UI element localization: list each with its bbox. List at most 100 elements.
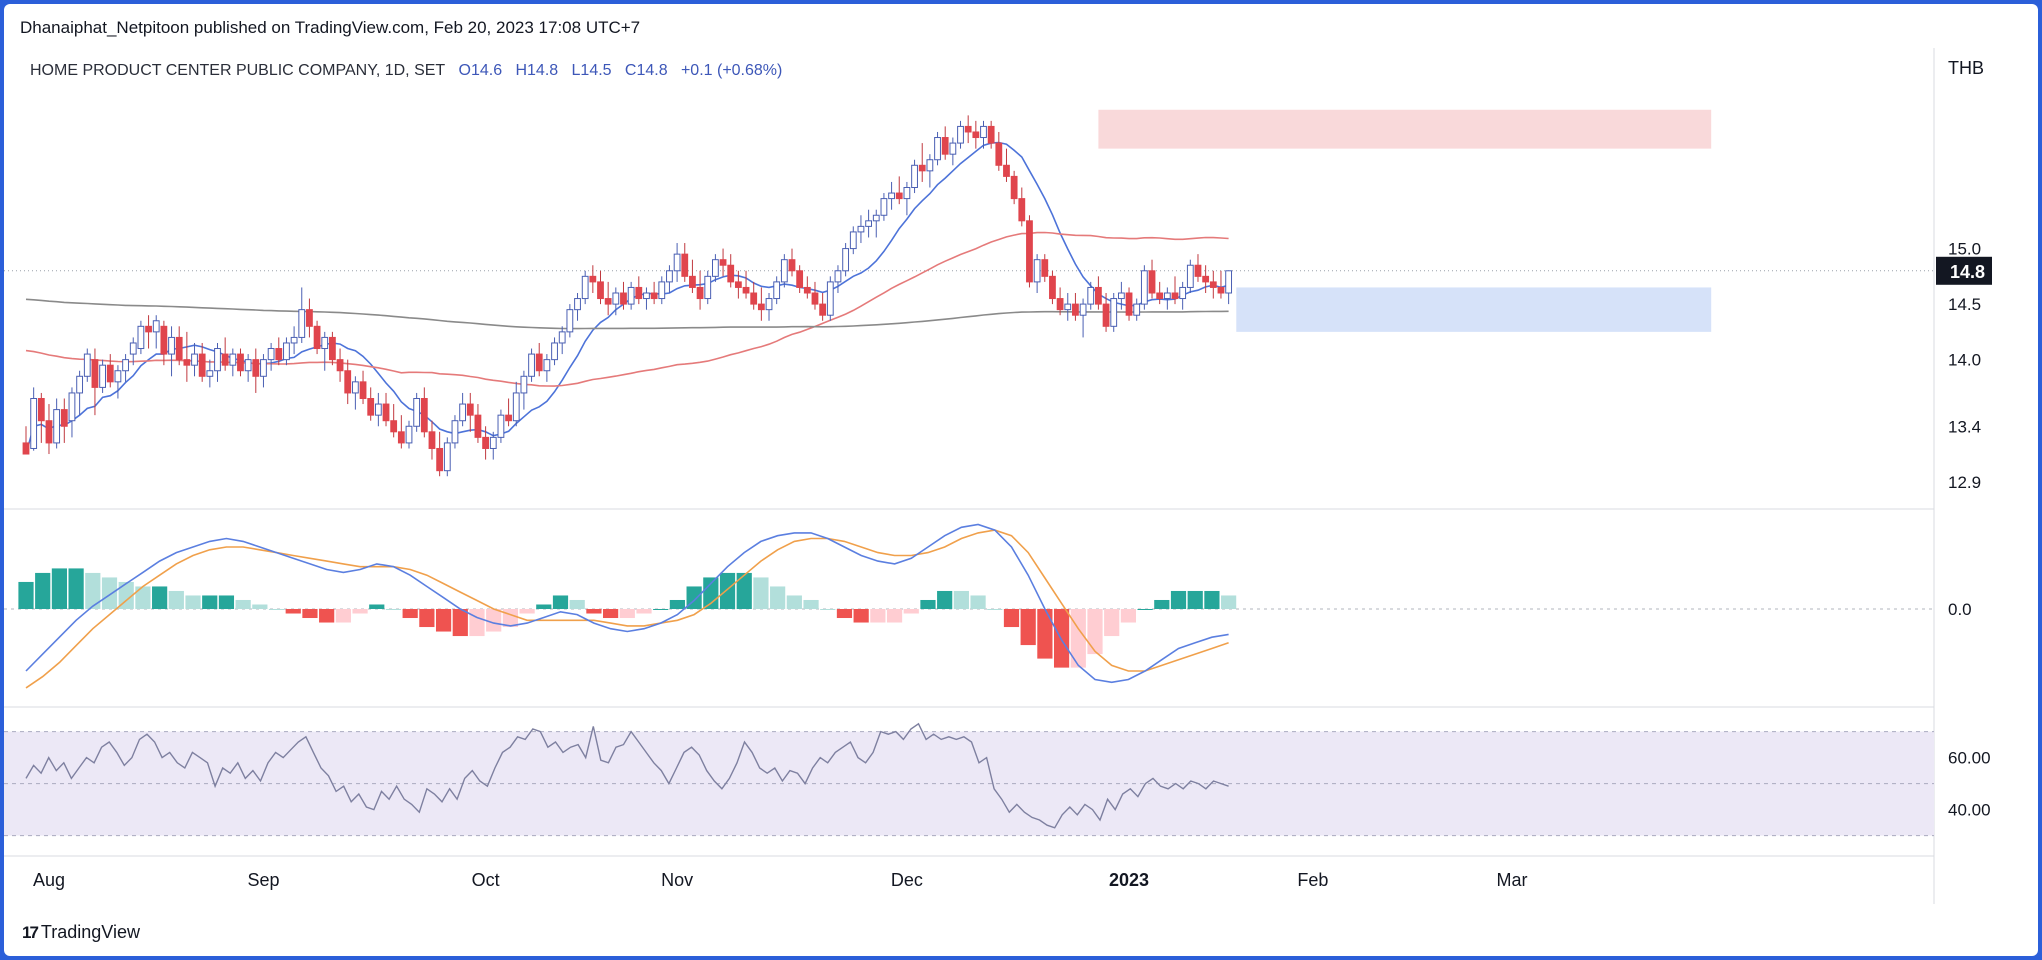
candle-body — [489, 436, 497, 449]
candle-body — [497, 414, 505, 438]
candle — [91, 348, 99, 416]
candle — [811, 281, 819, 310]
candle — [298, 287, 306, 343]
candle-body — [152, 320, 160, 333]
candle-body — [114, 370, 122, 383]
ma_slow-line — [25, 298, 1229, 330]
candle-body — [390, 420, 398, 433]
candle-body — [1110, 298, 1118, 327]
candle-body — [589, 275, 597, 283]
candle — [390, 404, 398, 438]
candle-body — [1117, 292, 1125, 300]
candle — [597, 270, 604, 305]
candle-body — [612, 292, 620, 305]
macd-histogram-bar — [1003, 609, 1020, 628]
candle — [727, 254, 735, 288]
macd-histogram-bar — [937, 590, 953, 609]
candle — [650, 281, 658, 305]
tradingview-logo-icon: 17 — [22, 923, 39, 942]
candle-body — [1217, 286, 1225, 294]
macd-histogram-bar — [519, 609, 535, 614]
candle — [558, 326, 566, 355]
candle — [712, 254, 719, 282]
candle — [918, 143, 926, 182]
price-tick-label: 15.0 — [1948, 240, 1981, 259]
candle — [1156, 281, 1164, 305]
candle — [397, 415, 405, 449]
macd-signal-line — [25, 529, 1229, 689]
candle — [773, 276, 781, 305]
candle-body — [1186, 264, 1194, 288]
candle-body — [765, 298, 773, 311]
candle-body — [918, 164, 926, 172]
candle — [941, 126, 949, 160]
candle-body — [1010, 175, 1018, 200]
candle — [290, 326, 298, 355]
candle-body — [68, 392, 76, 422]
candle-body — [1079, 303, 1087, 316]
candle-body — [551, 342, 558, 361]
candle — [1186, 259, 1194, 293]
candle-body — [1041, 259, 1049, 277]
candle-body — [298, 309, 306, 338]
tradingview-logo[interactable]: 17 TradingView — [22, 922, 140, 943]
candle — [22, 426, 30, 455]
candle-body — [1095, 286, 1102, 305]
candle — [1072, 293, 1079, 321]
candle — [673, 243, 681, 282]
candle — [351, 376, 359, 410]
macd-histogram-bar — [1204, 590, 1220, 609]
candle — [1171, 276, 1179, 305]
candle-body — [757, 303, 765, 311]
candle-body — [819, 303, 827, 316]
candle-body — [750, 292, 758, 305]
candle — [443, 437, 451, 477]
macd-histogram-bar — [870, 609, 886, 623]
candle — [704, 270, 712, 305]
candle-body — [367, 398, 375, 416]
macd-histogram-bar — [552, 595, 569, 609]
candle-body — [451, 420, 459, 444]
candle-body — [137, 325, 145, 350]
time-tick-label: Oct — [472, 870, 500, 890]
macd-histogram-bar — [886, 609, 903, 623]
candle — [1140, 265, 1148, 310]
candle-body — [512, 392, 520, 422]
macd-histogram-bar — [235, 599, 251, 609]
candle-body — [926, 159, 934, 172]
candle-body — [344, 370, 352, 394]
candle-body — [191, 353, 198, 366]
candle-body — [788, 259, 796, 272]
candle — [750, 281, 758, 310]
candle — [1225, 270, 1233, 305]
candle-body — [604, 298, 612, 305]
candle — [1194, 254, 1202, 282]
legend-low: L14.5 — [571, 62, 612, 79]
candle-body — [895, 192, 903, 200]
price-tick-label: 12.9 — [1948, 473, 1981, 492]
candle — [489, 431, 497, 460]
candle — [267, 342, 275, 371]
candle — [122, 354, 129, 382]
candle-body — [1171, 292, 1179, 300]
rsi-tick-label: 60.00 — [1948, 749, 1991, 768]
macd-histogram-bar — [669, 599, 686, 609]
ma_fast-line — [25, 141, 1229, 455]
candle-body — [466, 403, 474, 416]
candle — [206, 359, 214, 388]
macd-histogram-bar — [18, 581, 34, 609]
macd-histogram-bar — [719, 572, 736, 609]
candle — [819, 293, 827, 321]
candle — [1010, 170, 1018, 205]
candle-body — [30, 398, 38, 449]
candle — [964, 115, 972, 144]
macd-histogram-bar — [118, 581, 134, 609]
candle-body — [306, 309, 313, 327]
candle-body — [535, 353, 543, 372]
candle — [474, 404, 482, 443]
macd-histogram-bar — [402, 609, 418, 619]
candle-body — [1179, 286, 1187, 300]
candle — [336, 348, 344, 382]
candle-body — [37, 398, 45, 422]
candle-body — [175, 336, 183, 361]
